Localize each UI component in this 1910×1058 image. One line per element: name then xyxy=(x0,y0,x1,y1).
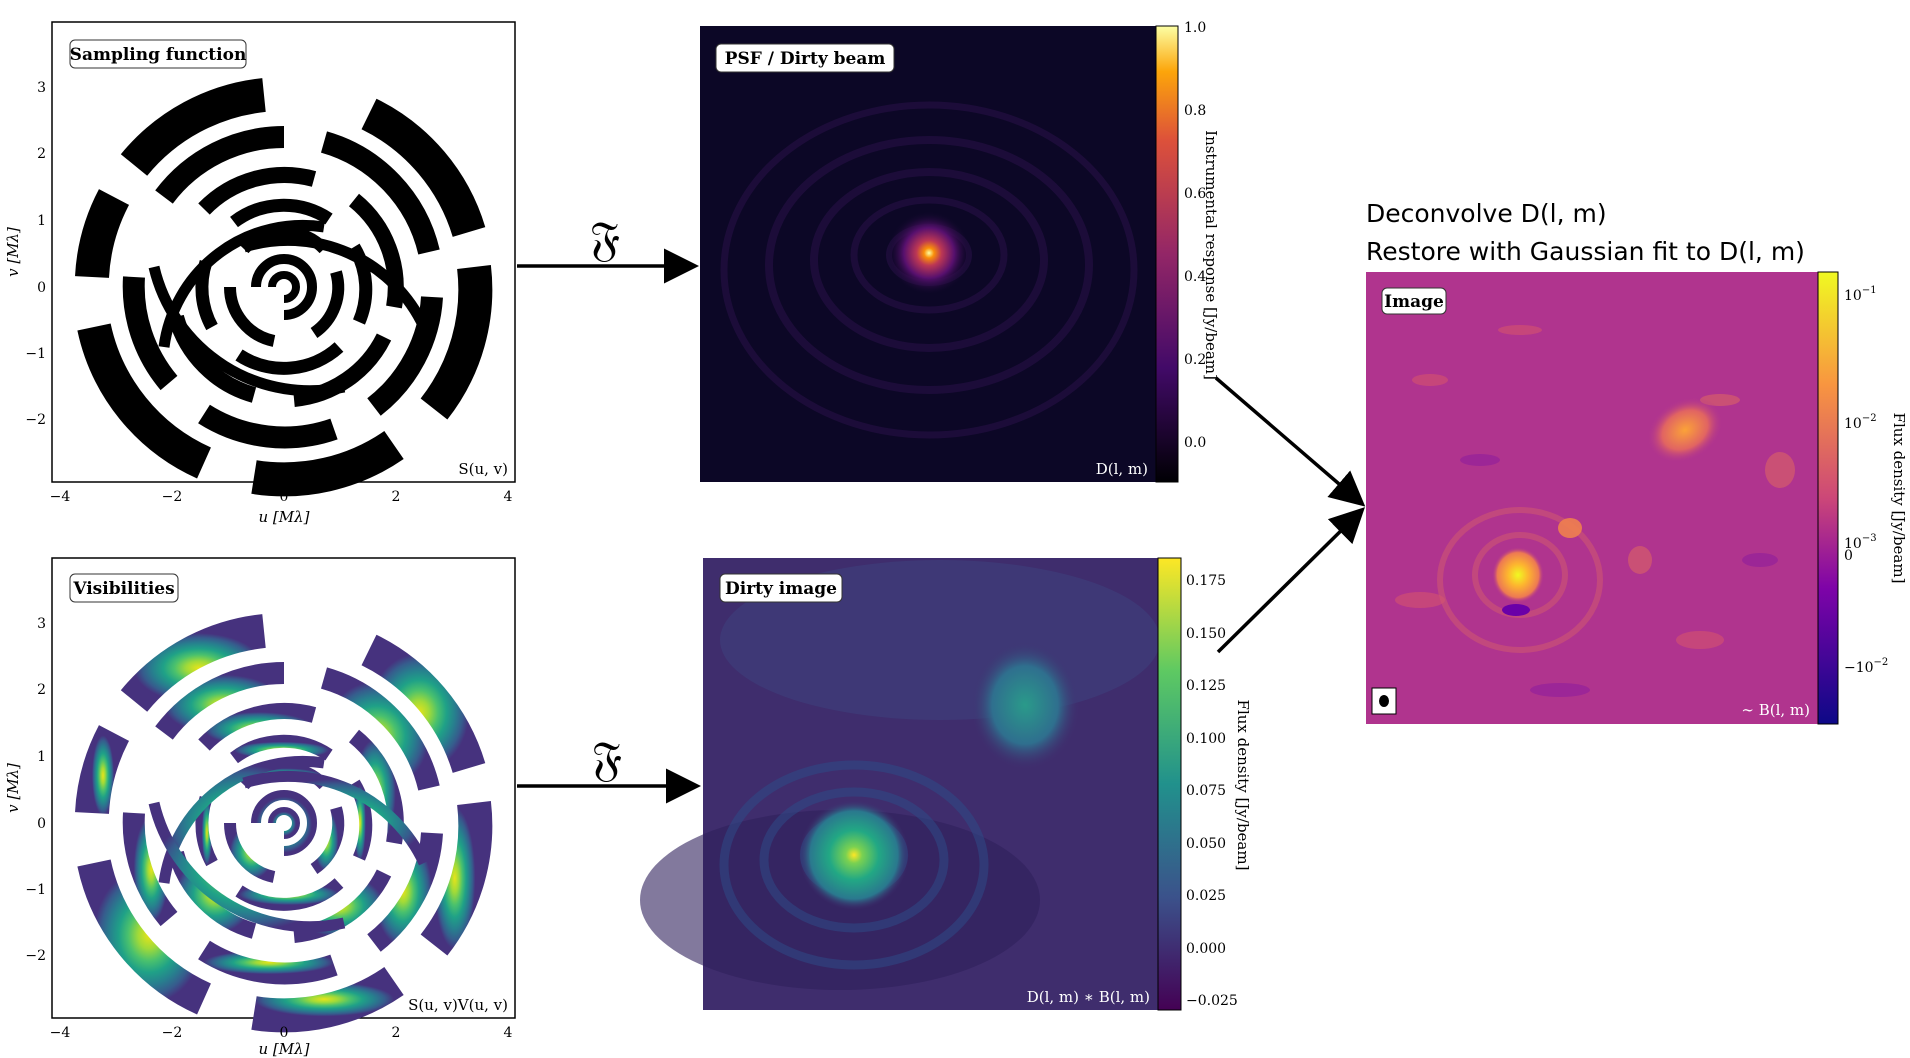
svg-text:−4: −4 xyxy=(50,489,71,505)
image-colorbar xyxy=(1817,271,1839,725)
svg-text:−2: −2 xyxy=(162,1025,183,1041)
sampling-label-box: Sampling function xyxy=(69,39,247,69)
svg-text:2: 2 xyxy=(392,1025,401,1041)
sampling-xticks: −4 −2 0 2 4 xyxy=(50,489,513,505)
svg-text:0.2: 0.2 xyxy=(1184,352,1206,368)
sampling-yticks: 3 2 1 0 −1 −2 xyxy=(25,80,46,428)
image-core xyxy=(1492,547,1544,603)
svg-text:3: 3 xyxy=(37,80,46,96)
psf-label: PSF / Dirty beam xyxy=(725,49,886,69)
image-colorbar-label: Flux density [Jy/beam] xyxy=(1890,413,1908,584)
svg-text:3: 3 xyxy=(37,616,46,632)
step-restore: Restore with Gaussian fit to D(l, m) xyxy=(1366,237,1805,266)
psf-panel: PSF / Dirty beam D(l, m) 1.0 0.8 0.6 0.4… xyxy=(700,20,1220,483)
dirty-secondary-source xyxy=(970,640,1080,770)
svg-text:0.6: 0.6 xyxy=(1184,186,1206,202)
svg-text:1: 1 xyxy=(37,213,46,229)
svg-text:−1: −1 xyxy=(25,882,46,898)
image-label: Image xyxy=(1384,292,1444,312)
svg-text:0.100: 0.100 xyxy=(1186,731,1226,747)
visibilities-label-box: Visibilities xyxy=(69,573,179,603)
beam-ellipse-box xyxy=(1371,687,1397,715)
visibilities-panel: Visibilities S(u, v)V(u, v) −4 −2 0 2 4 … xyxy=(4,557,516,1058)
visibilities-ylabel: v [Mλ] xyxy=(4,763,22,813)
svg-text:0: 0 xyxy=(280,1025,289,1041)
image-noise xyxy=(1395,325,1795,697)
svg-text:0: 0 xyxy=(280,489,289,505)
svg-text:0.050: 0.050 xyxy=(1186,836,1226,852)
svg-text:0: 0 xyxy=(37,280,46,296)
svg-text:0.8: 0.8 xyxy=(1184,103,1206,119)
image-colorbar-ticks: 10−1 10−2 10−3 0 −10−2 xyxy=(1844,285,1888,676)
image-label-box: Image xyxy=(1381,287,1447,315)
sampling-ylabel: v [Mλ] xyxy=(4,227,22,277)
psf-label-box: PSF / Dirty beam xyxy=(715,43,895,73)
dirty-label-box: Dirty image xyxy=(719,573,843,603)
svg-text:0: 0 xyxy=(37,816,46,832)
svg-text:4: 4 xyxy=(504,1025,513,1041)
sampling-corner: S(u, v) xyxy=(458,460,508,478)
svg-text:4: 4 xyxy=(504,489,513,505)
psf-colorbar-ticks: 1.0 0.8 0.6 0.4 0.2 0.0 xyxy=(1184,20,1206,451)
svg-text:0.0: 0.0 xyxy=(1184,435,1206,451)
visibilities-xlabel: u [Mλ] xyxy=(259,1040,310,1058)
dirty-peak xyxy=(799,800,909,910)
svg-text:0.4: 0.4 xyxy=(1184,269,1206,285)
svg-text:2: 2 xyxy=(37,146,46,162)
psf-colorbar-label: Instrumental response [Jy/beam] xyxy=(1202,130,1220,380)
visibilities-yticks: 3 2 1 0 −1 −2 xyxy=(25,616,46,964)
dirty-label: Dirty image xyxy=(725,579,837,599)
svg-text:1.0: 1.0 xyxy=(1184,20,1206,36)
svg-text:0: 0 xyxy=(1844,548,1853,564)
svg-text:0.000: 0.000 xyxy=(1186,941,1226,957)
deconvolve-arrows xyxy=(1214,376,1366,654)
svg-text:−2: −2 xyxy=(25,948,46,964)
image-secondary-source xyxy=(1647,397,1723,463)
dirty-colorbar-label: Flux density [Jy/beam] xyxy=(1234,700,1252,871)
image-panel: Image ∼ B(l, m) 10−1 10−2 10−3 0 −10−2 F… xyxy=(1366,271,1908,725)
svg-text:2: 2 xyxy=(37,682,46,698)
visibilities-corner: S(u, v)V(u, v) xyxy=(408,996,508,1014)
svg-text:0.075: 0.075 xyxy=(1186,783,1226,799)
svg-text:0.150: 0.150 xyxy=(1186,626,1226,642)
psf-rings xyxy=(720,101,1138,439)
dirty-panel: Dirty image D(l, m) ∗ B(l, m) 0.175 0.15… xyxy=(640,557,1252,1011)
sampling-label: Sampling function xyxy=(70,45,247,65)
fourier-symbol-bottom: 𝔉 xyxy=(592,731,622,787)
sampling-xlabel: u [Mλ] xyxy=(259,508,310,526)
dirty-colorbar-ticks: 0.175 0.150 0.125 0.100 0.075 0.050 0.02… xyxy=(1186,573,1238,1009)
svg-text:−0.025: −0.025 xyxy=(1186,993,1238,1009)
svg-text:−1: −1 xyxy=(25,346,46,362)
fourier-symbol-top: 𝔉 xyxy=(590,211,620,267)
svg-text:−4: −4 xyxy=(50,1025,71,1041)
visibilities-xticks: −4 −2 0 2 4 xyxy=(50,1025,513,1041)
dirty-colorbar xyxy=(1157,557,1182,1011)
svg-text:1: 1 xyxy=(37,749,46,765)
dirty-corner: D(l, m) ∗ B(l, m) xyxy=(1027,988,1150,1006)
svg-text:−10−2: −10−2 xyxy=(1844,657,1888,676)
svg-text:−2: −2 xyxy=(162,489,183,505)
svg-text:−2: −2 xyxy=(25,412,46,428)
svg-text:0.025: 0.025 xyxy=(1186,888,1226,904)
sampling-panel: Sampling function S(u, v) −4 −2 0 2 4 3 … xyxy=(4,21,516,526)
svg-text:0.175: 0.175 xyxy=(1186,573,1226,589)
fourier-arrow-bottom: 𝔉 xyxy=(517,731,701,804)
psf-corner: D(l, m) xyxy=(1096,460,1148,478)
image-corner: ∼ B(l, m) xyxy=(1741,701,1810,719)
visibilities-label: Visibilities xyxy=(72,579,174,599)
svg-text:10−1: 10−1 xyxy=(1844,285,1877,304)
step-deconvolve: Deconvolve D(l, m) xyxy=(1366,199,1607,228)
svg-text:0.125: 0.125 xyxy=(1186,678,1226,694)
svg-text:10−3: 10−3 xyxy=(1844,533,1877,552)
psf-colorbar xyxy=(1155,25,1179,483)
svg-text:2: 2 xyxy=(392,489,401,505)
fourier-arrow-top: 𝔉 xyxy=(517,211,699,284)
psf-peak xyxy=(887,211,971,295)
svg-text:10−2: 10−2 xyxy=(1844,413,1877,432)
